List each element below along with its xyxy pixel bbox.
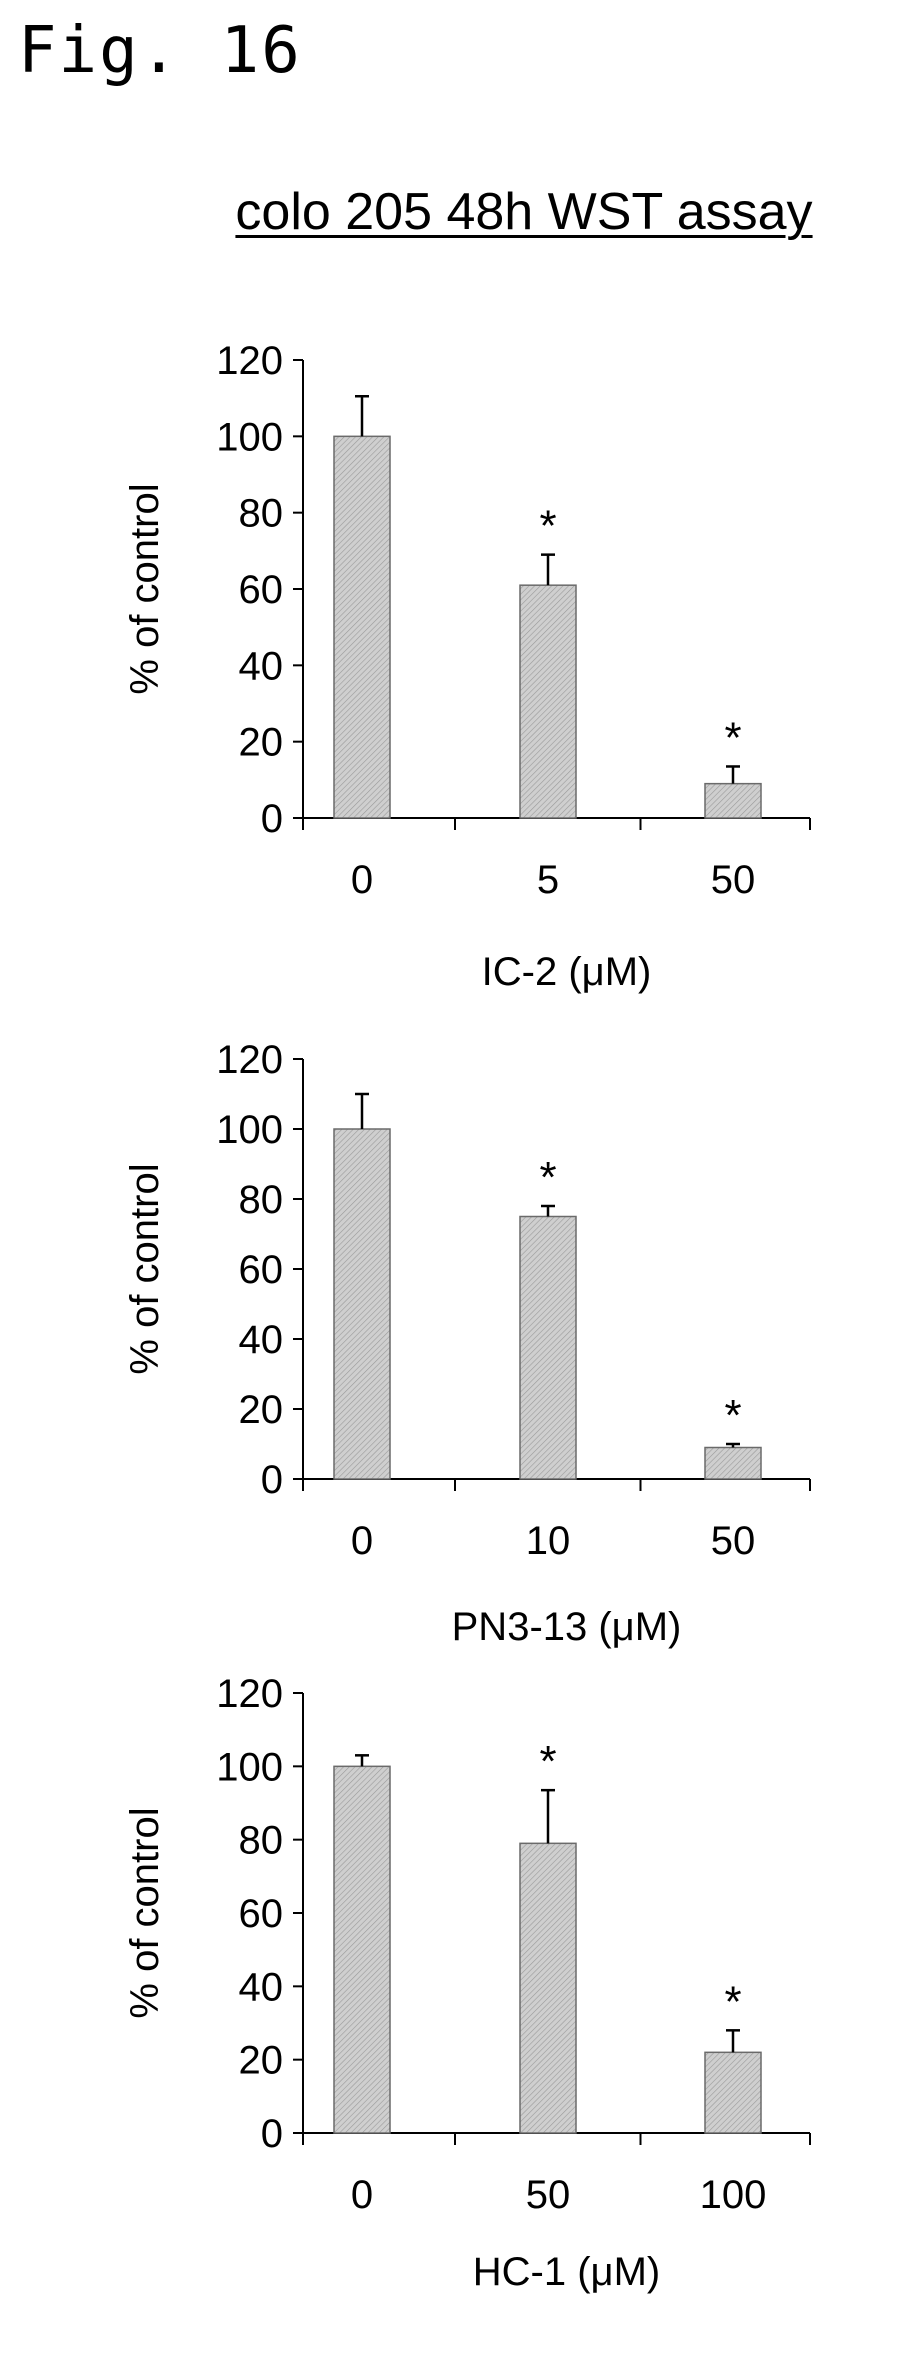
bar <box>333 1128 391 1480</box>
bar <box>333 435 391 819</box>
bar <box>704 782 762 819</box>
x-tick-label: 50 <box>711 858 756 902</box>
bar <box>519 1215 577 1480</box>
figure-title: colo 205 48h WST assay <box>235 183 813 241</box>
significance-marker: * <box>539 1153 556 1202</box>
significance-marker: * <box>724 1977 741 2026</box>
y-tick-label: 20 <box>239 2039 284 2083</box>
y-tick-label: 0 <box>261 1458 283 1502</box>
x-tick-label: 50 <box>711 1519 756 1563</box>
y-tick-label: 60 <box>239 1892 284 1936</box>
bar <box>519 584 577 819</box>
y-tick-label: 80 <box>239 492 284 536</box>
bar <box>704 2051 762 2134</box>
x-tick-label: 50 <box>526 2173 571 2217</box>
y-axis-label: % of control <box>123 1807 167 2018</box>
x-tick-label: 0 <box>351 2173 373 2217</box>
significance-marker: * <box>539 502 556 551</box>
bar <box>519 1842 577 2134</box>
x-axis-label: PN3-13 (μM) <box>452 1605 682 1649</box>
x-axis-label: HC-1 (μM) <box>473 2250 660 2294</box>
x-tick-label: 5 <box>537 858 559 902</box>
y-tick-label: 40 <box>239 1965 284 2009</box>
y-axis-label: % of control <box>123 483 167 694</box>
y-tick-label: 20 <box>239 721 284 765</box>
x-tick-label: 0 <box>351 858 373 902</box>
y-tick-label: 80 <box>239 1178 284 1222</box>
x-tick-label: 100 <box>700 2173 767 2217</box>
x-tick-label: 0 <box>351 1519 373 1563</box>
figure-label: Fig. 16 <box>18 14 302 88</box>
y-tick-label: 40 <box>239 1318 284 1362</box>
y-tick-label: 120 <box>216 1038 283 1082</box>
y-tick-label: 20 <box>239 1388 284 1432</box>
significance-marker: * <box>724 713 741 762</box>
x-tick-label: 10 <box>526 1519 571 1563</box>
x-axis-label: IC-2 (μM) <box>482 950 652 994</box>
y-tick-label: 0 <box>261 2112 283 2156</box>
y-tick-label: 60 <box>239 1248 284 1292</box>
y-tick-label: 120 <box>216 1672 283 1716</box>
significance-marker: * <box>539 1737 556 1786</box>
y-tick-label: 100 <box>216 415 283 459</box>
bar <box>333 1765 391 2134</box>
y-axis-label: % of control <box>123 1163 167 1374</box>
y-tick-label: 0 <box>261 797 283 841</box>
significance-marker: * <box>724 1391 741 1440</box>
y-tick-label: 80 <box>239 1819 284 1863</box>
y-tick-label: 120 <box>216 339 283 383</box>
y-tick-label: 60 <box>239 568 284 612</box>
y-tick-label: 40 <box>239 644 284 688</box>
y-tick-label: 100 <box>216 1108 283 1152</box>
y-tick-label: 100 <box>216 1745 283 1789</box>
bar <box>704 1446 762 1480</box>
